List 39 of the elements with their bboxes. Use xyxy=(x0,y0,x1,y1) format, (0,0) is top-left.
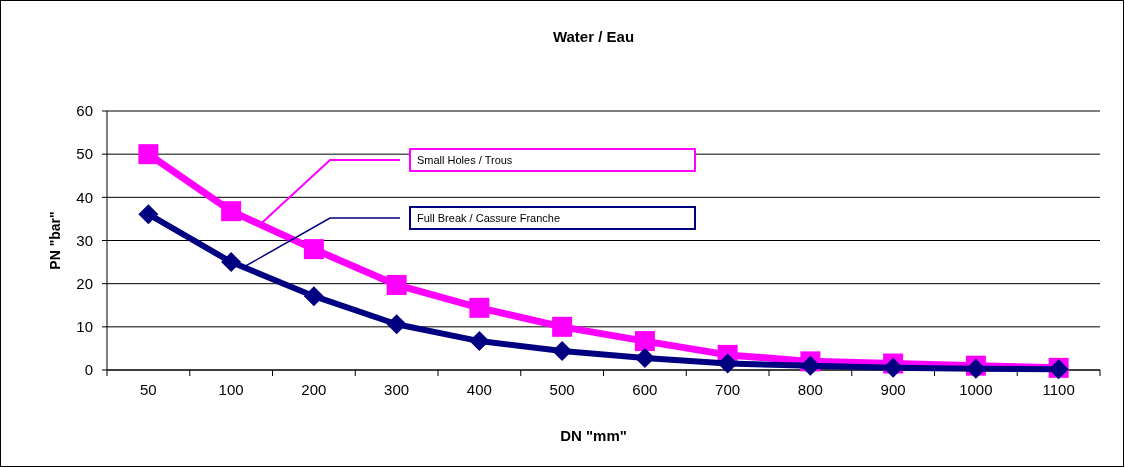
x-tick-label: 1100 xyxy=(1042,381,1075,398)
y-tick-label: 40 xyxy=(76,188,93,206)
point xyxy=(303,239,324,260)
point xyxy=(469,297,490,318)
y-tick-label: 0 xyxy=(84,361,93,379)
y-tick-label: 10 xyxy=(76,318,93,336)
x-tick-label: 300 xyxy=(384,381,410,398)
x-tick-label: 500 xyxy=(549,381,575,398)
y-tick-label: 20 xyxy=(76,274,93,292)
point xyxy=(386,314,407,335)
x-tick-label: 50 xyxy=(140,381,157,398)
y-tick-label: 30 xyxy=(76,231,93,249)
text: Full Break / Cassure Franche xyxy=(417,211,561,224)
point xyxy=(138,204,159,225)
point xyxy=(303,286,324,307)
point xyxy=(138,144,159,165)
x-tick-label: 900 xyxy=(880,381,906,398)
x-tick-label: 800 xyxy=(797,381,823,398)
x-tick-label: 200 xyxy=(301,381,327,398)
point xyxy=(221,201,242,222)
point xyxy=(552,341,573,362)
y-axis-title: PN "bar" xyxy=(47,211,63,270)
point xyxy=(221,252,242,273)
text: Small Holes / Trous xyxy=(417,153,513,166)
point xyxy=(469,331,490,352)
x-axis-title: DN "mm" xyxy=(560,427,627,444)
point xyxy=(386,274,407,295)
x-tick-label: 700 xyxy=(715,381,741,398)
y-tick-label: 60 xyxy=(76,102,93,120)
x-tick-label: 100 xyxy=(218,381,244,398)
x-tick-label: 1000 xyxy=(959,381,993,398)
point xyxy=(552,316,573,337)
y-tick-label: 50 xyxy=(76,145,93,163)
point xyxy=(634,347,655,368)
point xyxy=(634,331,655,352)
x-tick-label: 400 xyxy=(466,381,492,398)
point xyxy=(717,353,738,374)
x-tick-label: 600 xyxy=(632,381,658,398)
chart-title: Water / Eau xyxy=(552,28,635,45)
